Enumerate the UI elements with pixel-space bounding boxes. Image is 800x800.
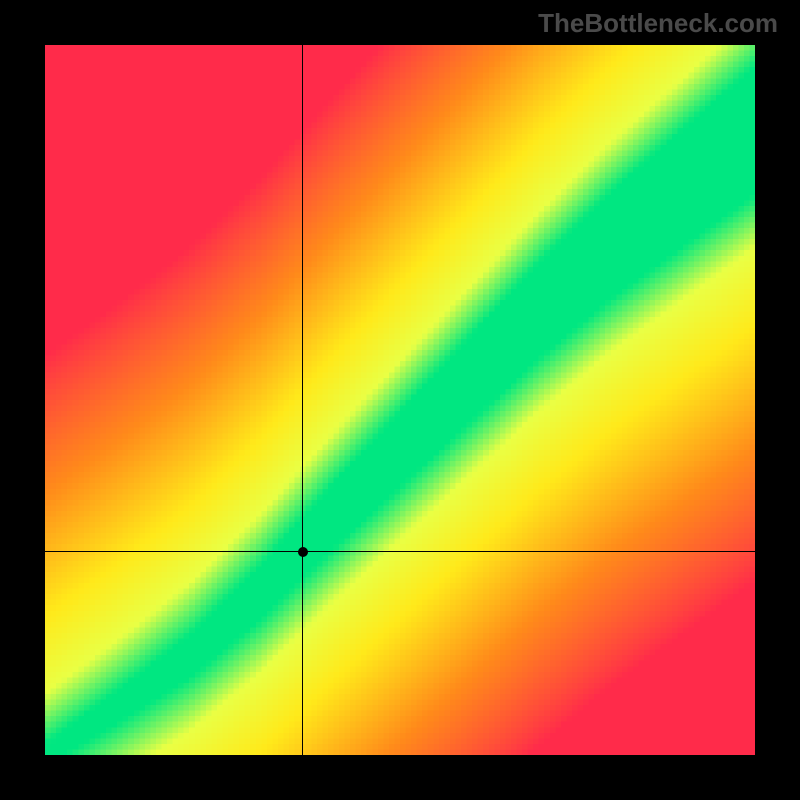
crosshair-horizontal-line: [45, 551, 755, 552]
crosshair-marker-dot: [298, 547, 308, 557]
chart-root: TheBottleneck.com: [0, 0, 800, 800]
watermark-text: TheBottleneck.com: [538, 8, 778, 39]
crosshair-vertical-line: [302, 45, 303, 755]
bottleneck-heatmap: [45, 45, 755, 755]
